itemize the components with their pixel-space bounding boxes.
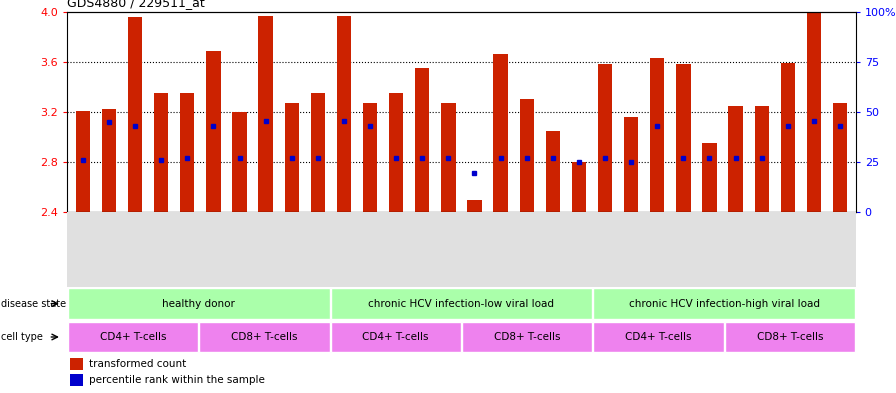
- Text: CD8+ T-cells: CD8+ T-cells: [231, 332, 297, 342]
- Bar: [468, 200, 482, 212]
- Bar: [128, 17, 142, 212]
- Bar: [311, 93, 325, 212]
- Text: CD4+ T-cells: CD4+ T-cells: [625, 332, 692, 342]
- Bar: [728, 106, 743, 212]
- Bar: [331, 321, 461, 353]
- Bar: [780, 63, 795, 212]
- Text: cell type: cell type: [2, 332, 43, 342]
- Text: disease state: disease state: [2, 299, 66, 309]
- Bar: [68, 288, 330, 319]
- Text: transformed count: transformed count: [90, 359, 186, 369]
- Text: chronic HCV infection-high viral load: chronic HCV infection-high viral load: [629, 299, 820, 309]
- Text: CD4+ T-cells: CD4+ T-cells: [99, 332, 166, 342]
- Text: percentile rank within the sample: percentile rank within the sample: [90, 375, 265, 385]
- Bar: [102, 110, 116, 212]
- Bar: [593, 288, 855, 319]
- Bar: [258, 16, 272, 212]
- Bar: [754, 106, 769, 212]
- Bar: [75, 111, 90, 212]
- Text: chronic HCV infection-low viral load: chronic HCV infection-low viral load: [368, 299, 555, 309]
- Bar: [702, 143, 717, 212]
- Bar: [206, 51, 220, 212]
- Bar: [676, 64, 691, 212]
- Bar: [520, 99, 534, 212]
- Bar: [494, 54, 508, 212]
- Bar: [199, 321, 330, 353]
- Text: CD4+ T-cells: CD4+ T-cells: [363, 332, 429, 342]
- Bar: [624, 117, 638, 212]
- Bar: [337, 16, 351, 212]
- Text: GDS4880 / 229511_at: GDS4880 / 229511_at: [67, 0, 205, 9]
- Bar: [462, 321, 592, 353]
- Bar: [833, 103, 848, 212]
- Bar: [363, 103, 377, 212]
- Bar: [725, 321, 855, 353]
- Bar: [70, 374, 82, 386]
- Bar: [154, 93, 168, 212]
- Bar: [546, 131, 560, 212]
- Bar: [650, 58, 665, 212]
- Bar: [180, 93, 194, 212]
- Bar: [70, 358, 82, 369]
- Bar: [68, 321, 198, 353]
- Text: healthy donor: healthy donor: [162, 299, 235, 309]
- Bar: [598, 64, 612, 212]
- Bar: [441, 103, 455, 212]
- Bar: [415, 68, 429, 212]
- Bar: [593, 321, 724, 353]
- Bar: [389, 93, 403, 212]
- Bar: [285, 103, 299, 212]
- Bar: [232, 112, 246, 212]
- Bar: [806, 13, 821, 212]
- Bar: [331, 288, 592, 319]
- Bar: [572, 162, 586, 212]
- Text: CD8+ T-cells: CD8+ T-cells: [494, 332, 560, 342]
- Text: CD8+ T-cells: CD8+ T-cells: [757, 332, 823, 342]
